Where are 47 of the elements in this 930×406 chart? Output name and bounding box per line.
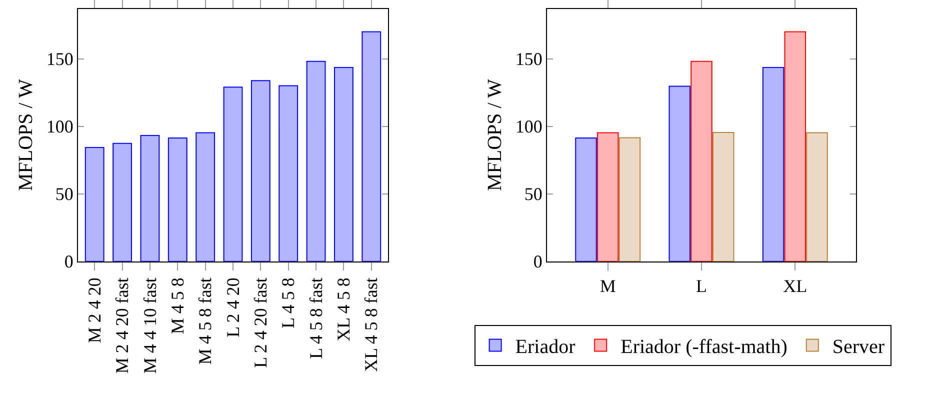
x-tick-label: L 4 5 8 xyxy=(278,278,298,328)
y-axis-title: MFLOPS / W xyxy=(484,79,506,192)
bar xyxy=(278,85,298,262)
bar xyxy=(250,80,270,262)
bar xyxy=(362,31,382,262)
bar xyxy=(806,132,828,262)
bar xyxy=(196,132,216,262)
bar xyxy=(668,86,691,262)
y-tick-label: 0 xyxy=(64,252,74,272)
x-tick-label: L xyxy=(696,276,707,296)
bar xyxy=(140,135,160,262)
y-tick-label: 150 xyxy=(515,49,542,70)
x-tick-label: M 2 4 20 xyxy=(84,278,104,344)
x-tick-label: M 4 5 8 xyxy=(167,278,188,334)
y-axis-title: MFLOPS / W xyxy=(14,79,37,192)
x-tick-label: M 4 5 8 fast xyxy=(195,278,216,365)
x-tick-label: L 2 4 20 xyxy=(222,278,243,338)
y-tick-label: 0 xyxy=(533,252,542,272)
bar xyxy=(762,67,784,262)
y-tick-label: 50 xyxy=(55,184,74,204)
x-tick-label: L 4 5 8 fast xyxy=(306,278,326,359)
x-tick-label: XL 4 5 8 xyxy=(334,278,354,342)
x-tick-label: XL 4 5 8 fast xyxy=(361,278,382,372)
x-tick-label: M xyxy=(600,276,616,296)
bar xyxy=(712,132,734,262)
bar xyxy=(84,147,104,262)
bar xyxy=(306,60,326,262)
y-tick-label: 150 xyxy=(46,49,74,70)
bar xyxy=(690,60,712,262)
bar xyxy=(784,31,806,262)
bar xyxy=(575,138,597,262)
bar xyxy=(596,132,619,262)
x-tick-label: M 4 4 10 fast xyxy=(140,278,160,374)
bar xyxy=(334,67,354,262)
x-tick-label: M 2 4 20 fast xyxy=(112,278,132,374)
bar xyxy=(168,138,188,262)
x-tick-label: XL xyxy=(783,276,808,296)
bar xyxy=(112,142,132,262)
legend-label: Server xyxy=(832,336,885,358)
bar xyxy=(618,137,641,262)
legend-label: Eriador (-ffast-math) xyxy=(620,336,788,358)
y-tick-label: 50 xyxy=(524,184,542,204)
x-tick-label: L 2 4 20 fast xyxy=(250,278,271,368)
y-tick-label: 100 xyxy=(46,116,74,137)
bar xyxy=(223,86,243,262)
legend-label: Eriador xyxy=(515,336,576,358)
y-tick-label: 100 xyxy=(515,116,542,137)
